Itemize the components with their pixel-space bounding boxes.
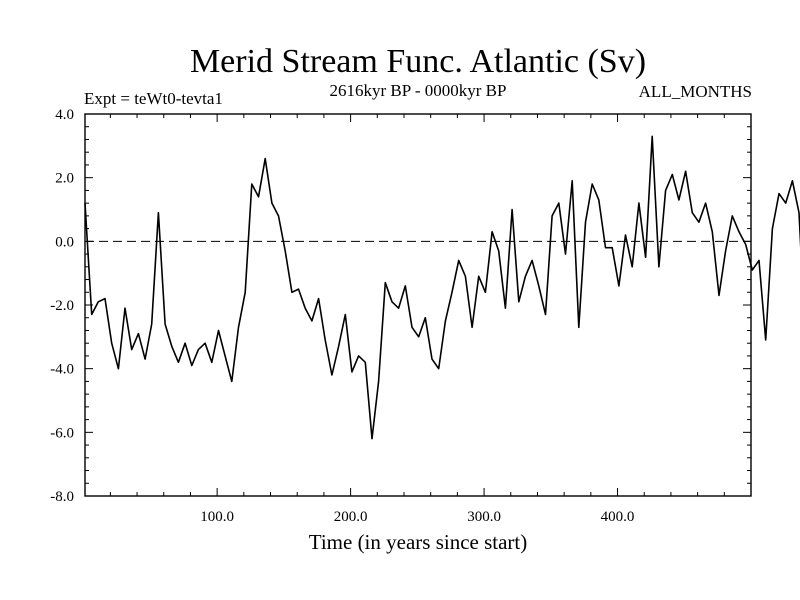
experiment-label: Expt = teWt0-tevta1	[84, 89, 223, 108]
x-tick-label: 300.0	[467, 509, 501, 525]
x-tick-label: 100.0	[200, 509, 234, 525]
x-tick-label: 400.0	[601, 509, 635, 525]
time-range-label: 2616kyr BP - 0000kyr BP	[330, 81, 507, 100]
data-series-line	[84, 135, 800, 440]
months-label: ALL_MONTHS	[639, 82, 752, 101]
plot-frame	[84, 113, 752, 497]
x-axis-title: Time (in years since start)	[309, 530, 528, 554]
y-tick-label: -4.0	[50, 362, 74, 378]
y-tick-label: -6.0	[50, 425, 74, 441]
x-tick-label: 200.0	[334, 509, 368, 525]
y-tick-label: -2.0	[50, 298, 74, 314]
y-tick-label: 4.0	[55, 107, 74, 123]
chart-title: Merid Stream Func. Atlantic (Sv)	[190, 43, 646, 80]
y-tick-label: 2.0	[55, 171, 74, 187]
y-tick-label: -8.0	[50, 489, 74, 505]
y-tick-label: 0.0	[55, 234, 74, 250]
